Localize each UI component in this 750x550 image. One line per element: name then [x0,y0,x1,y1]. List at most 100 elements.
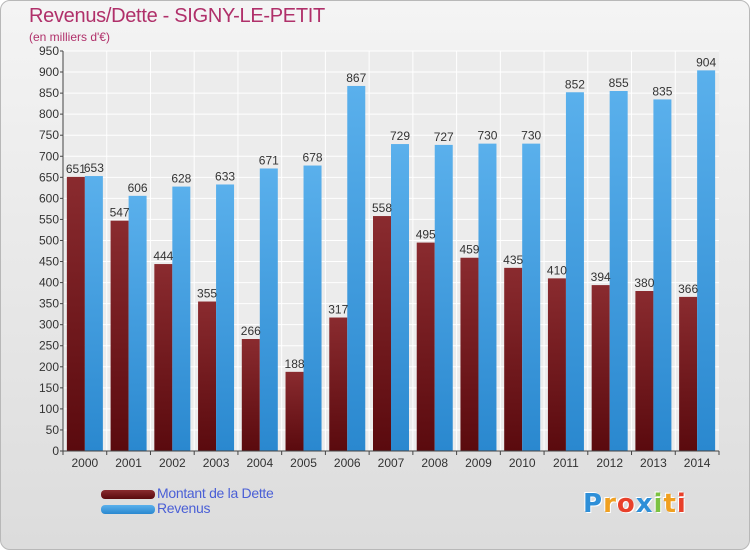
data-label-dette-2002: 444 [153,249,173,263]
chart-subtitle: (en milliers d'€) [29,30,110,44]
legend-label-dette: Montant de la Dette [157,485,274,501]
bar-dette-2001 [110,220,129,451]
logo-letter: r [603,489,617,519]
bar-revenus-2006 [347,85,366,452]
data-label-revenus-2007: 729 [390,129,410,143]
logo-letter: t [663,489,677,519]
bar-revenus-2009 [478,143,497,451]
y-tick-label: 450 [39,255,59,269]
x-tick-label: 2002 [159,456,186,470]
bar-dette-2000 [66,176,85,452]
data-label-revenus-2006: 867 [346,71,366,85]
y-tick-label: 650 [39,170,59,184]
y-tick-label: 800 [39,107,59,121]
logo-letter: i [676,489,687,519]
data-label-revenus-2010: 730 [521,129,541,143]
logo-letter: i [653,489,664,519]
bar-dette-2014 [679,296,698,451]
data-label-revenus-2014: 904 [696,55,716,69]
data-label-revenus-2009: 730 [477,129,497,143]
data-label-revenus-2008: 727 [434,130,454,144]
bar-dette-2011 [547,278,566,451]
bar-revenus-2012 [609,91,628,451]
bar-dette-2009 [460,257,479,451]
data-label-revenus-2000: 653 [84,161,104,175]
bar-revenus-2004 [259,168,278,451]
data-label-dette-2012: 394 [591,270,611,284]
y-tick-label: 250 [39,339,59,353]
data-label-dette-2000: 651 [66,162,86,176]
data-label-dette-2009: 459 [459,243,479,257]
y-tick-label: 900 [39,65,59,79]
data-label-revenus-2004: 671 [259,153,279,167]
y-tick-label: 0 [52,444,59,458]
data-label-dette-2011: 410 [547,263,567,277]
x-tick-label: 2009 [465,456,492,470]
legend-swatch-dette [101,490,155,499]
bar-revenus-2011 [565,92,584,452]
x-tick-label: 2000 [72,456,99,470]
data-label-dette-2007: 558 [372,201,392,215]
y-tick-label: 350 [39,297,59,311]
bar-dette-2006 [329,317,348,451]
x-tick-label: 2004 [246,456,273,470]
data-label-revenus-2011: 852 [565,77,585,91]
axes [60,50,720,455]
x-tick-label: 2012 [596,456,623,470]
bar-revenus-2002 [172,186,191,451]
data-label-revenus-2003: 633 [215,169,235,183]
bar-dette-2004 [241,339,260,451]
y-tick-label: 150 [39,381,59,395]
data-label-dette-2004: 266 [241,324,261,338]
data-label-dette-2003: 355 [197,287,217,301]
y-tick-label: 600 [39,191,59,205]
y-tick-label: 50 [46,423,60,437]
x-axis-labels: 2000 2001 2002 2003 2004 2005 2006 2007 2008 2009… [72,456,711,470]
logo-letter: P [583,489,604,519]
x-tick-label: 2011 [553,456,579,470]
y-tick-label: 550 [39,212,59,226]
x-tick-label: 2005 [290,456,317,470]
y-tick-label: 200 [39,360,59,374]
bar-revenus-2007 [391,144,409,452]
bar-revenus-2014 [697,70,716,452]
data-label-dette-2005: 188 [285,357,305,371]
y-tick-label: 950 [39,44,59,58]
x-tick-label: 2007 [378,456,405,470]
data-label-dette-2001: 547 [110,206,130,220]
y-tick-label: 400 [39,276,59,290]
bar-dette-2007 [373,216,391,451]
y-tick-label: 700 [39,149,59,163]
bar-revenus-2013 [653,99,672,451]
y-tick-label: 300 [39,318,59,332]
data-label-revenus-2001: 606 [128,181,148,195]
chart-title: Revenus/Dette - SIGNY-LE-PETIT [29,5,325,27]
y-tick-label: 850 [39,86,59,100]
logo-letter: o [616,489,636,519]
x-tick-label: 2008 [421,456,448,470]
data-label-dette-2013: 380 [634,276,654,290]
legend-swatch-revenus [101,505,155,514]
bar-revenus-2005 [303,165,322,452]
y-tick-label: 100 [39,402,59,416]
x-tick-label: 2014 [684,456,711,470]
data-label-dette-2010: 435 [503,253,523,267]
bar-dette-2003 [198,301,217,451]
bars [66,70,716,452]
data-label-revenus-2012: 855 [609,76,629,90]
y-axis-labels: 0 50 100 150 200 250 300 350 400 450 500 550 600 650 7… [39,44,59,458]
data-label-dette-2006: 317 [328,303,348,317]
proxiti-logo: Proxiti [583,489,687,519]
bar-dette-2005 [285,371,304,451]
data-label-revenus-2005: 678 [303,151,323,165]
bar-dette-2013 [635,291,654,451]
bar-dette-2012 [591,285,610,451]
bar-revenus-2001 [128,195,147,451]
bar-dette-2002 [154,264,173,451]
x-tick-label: 2003 [203,456,230,470]
y-tick-label: 750 [39,128,59,142]
logo-letter: x [635,489,654,519]
bar-revenus-2008 [434,144,453,452]
